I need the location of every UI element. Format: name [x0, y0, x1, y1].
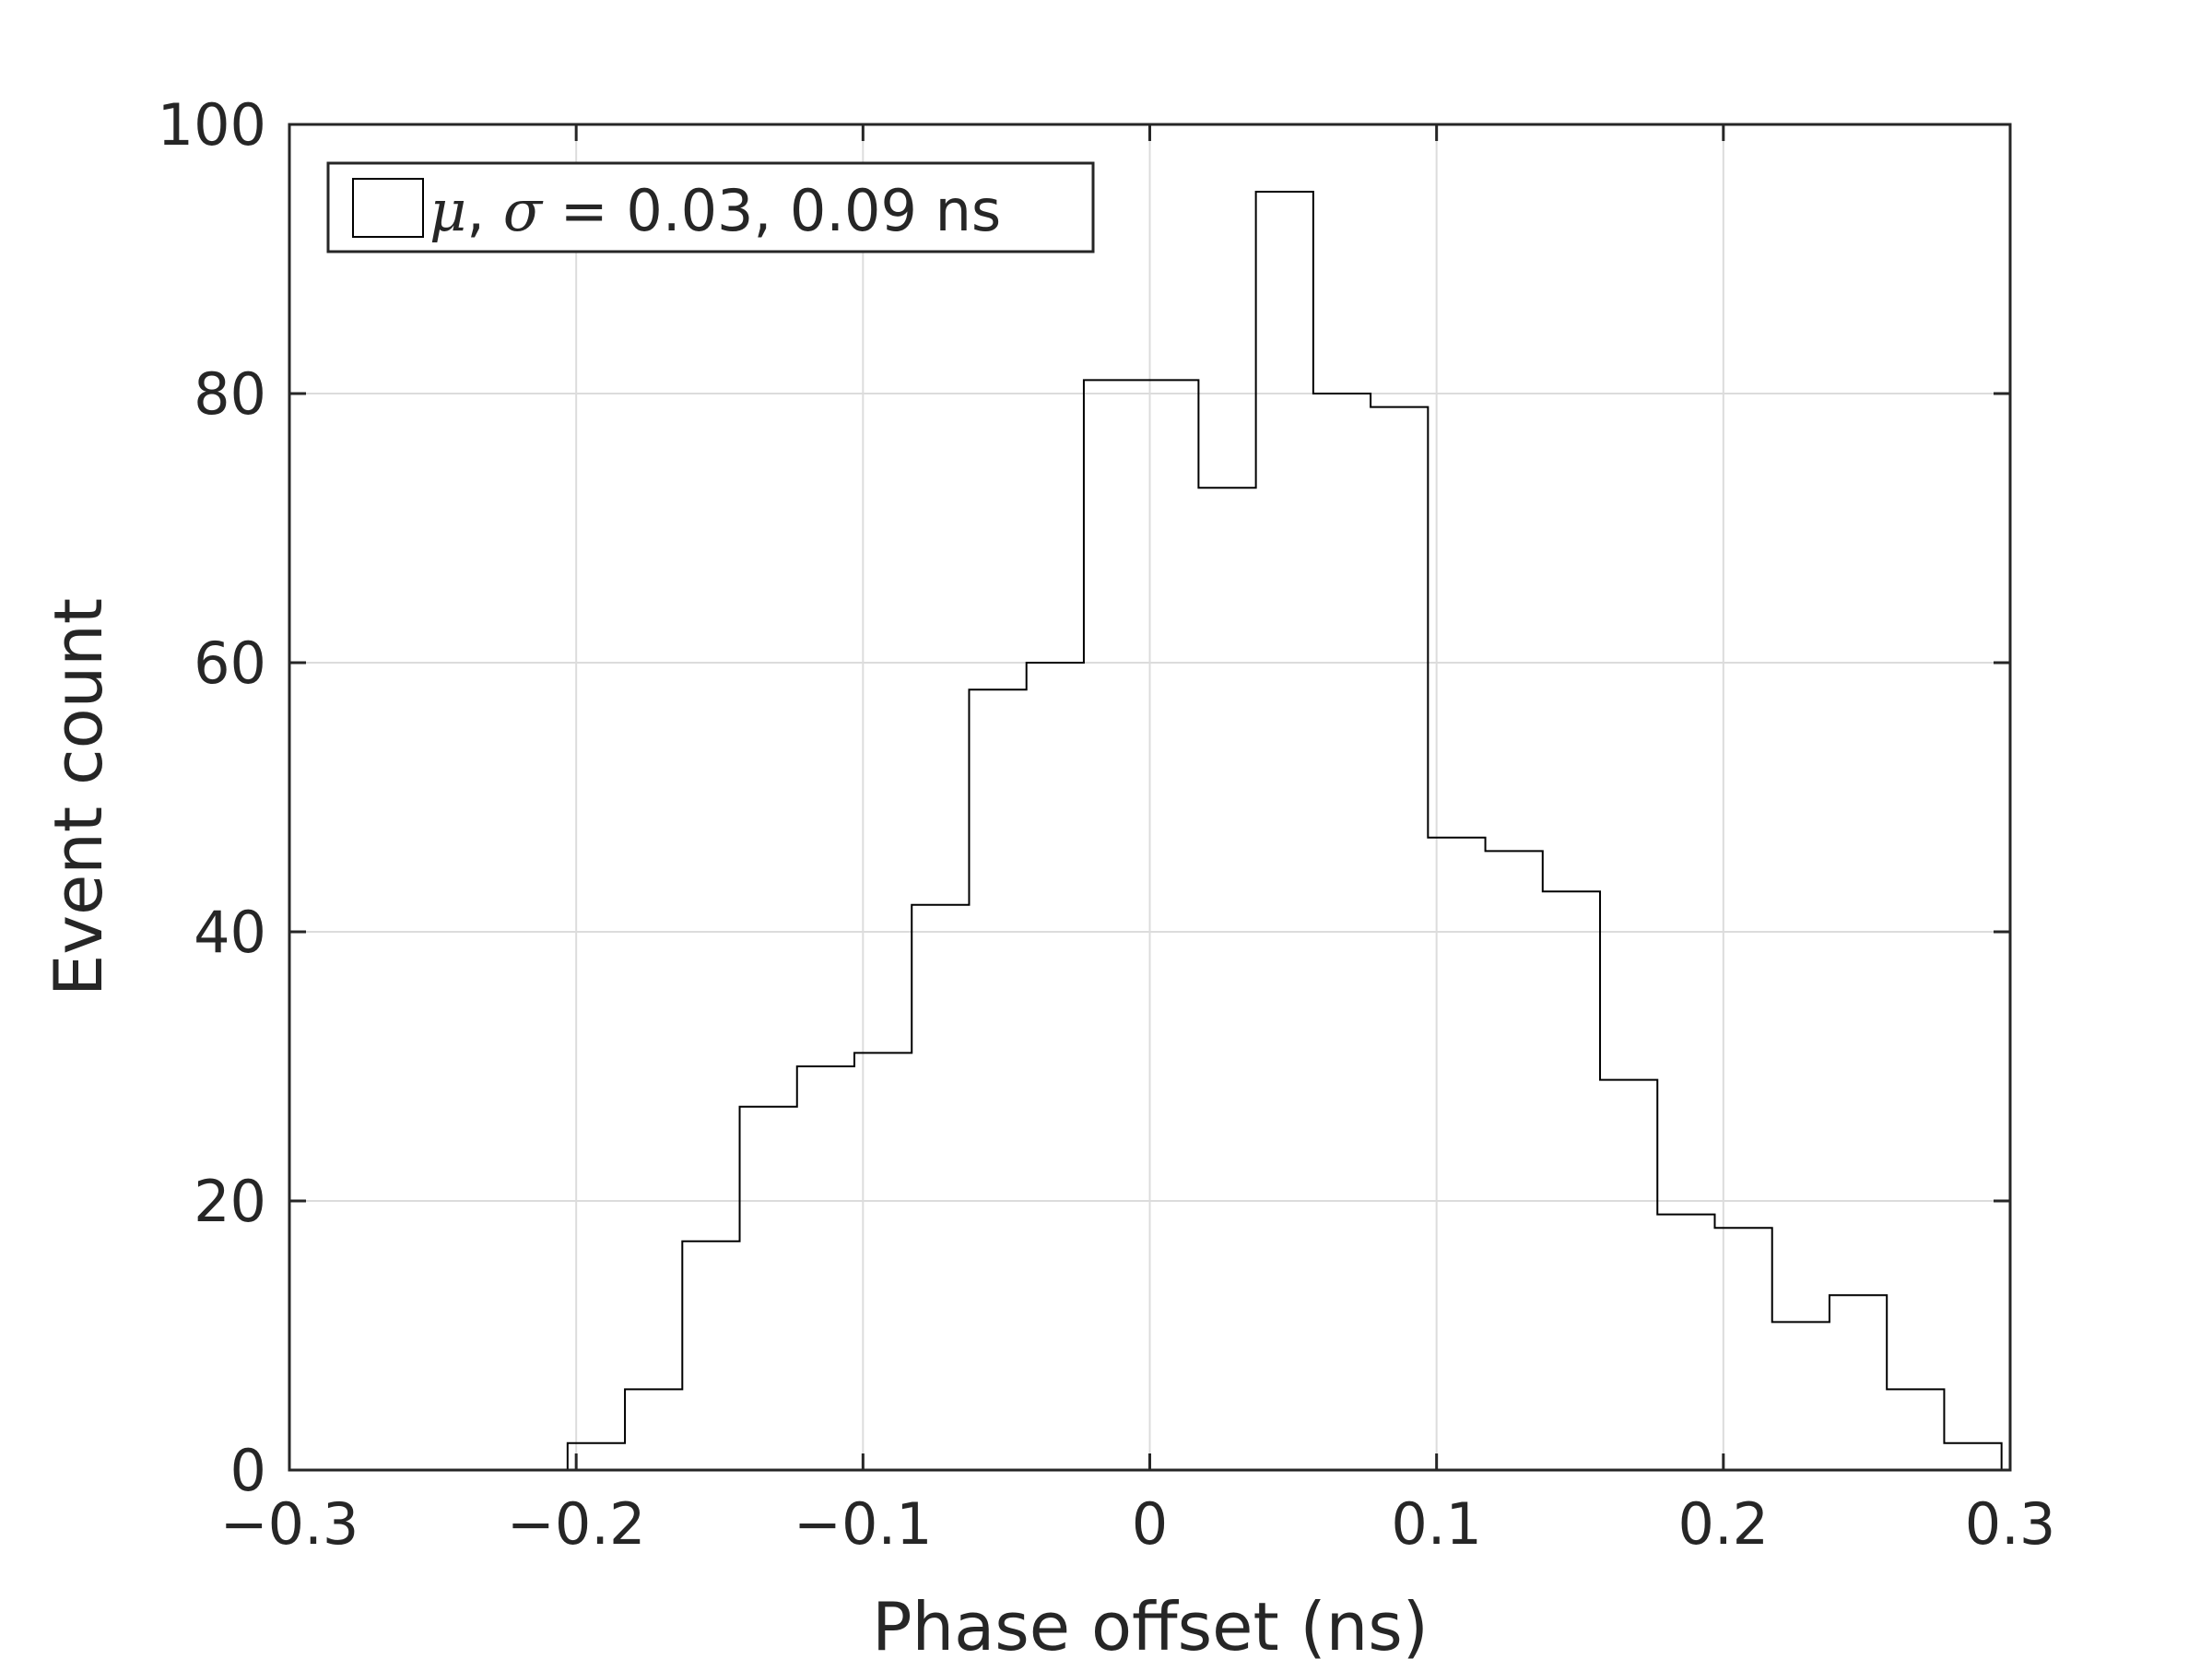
x-tick-label: 0.3: [1965, 1490, 2056, 1558]
legend-label: μ, σ = 0.03, 0.09 ns: [429, 177, 1001, 244]
y-tick-label: 0: [230, 1437, 266, 1504]
histogram-bin: [1313, 394, 1371, 1470]
legend-text: = 0.03, 0.09 ns: [542, 177, 1001, 244]
legend-swatch: [352, 178, 424, 238]
y-axis-label: Event count: [40, 598, 117, 996]
y-tick-label: 100: [158, 91, 266, 159]
legend-box: [326, 161, 1095, 253]
histogram-bin: [1887, 1389, 1944, 1470]
histogram-bin: [1600, 1080, 1657, 1470]
x-axis-label: Phase offset (ns): [872, 1588, 1429, 1659]
y-tick-label: 20: [194, 1168, 266, 1235]
histogram-bin: [1543, 891, 1600, 1470]
legend-sigma: σ: [503, 177, 544, 244]
histogram-bin: [912, 905, 969, 1470]
histogram-bin: [1428, 838, 1485, 1470]
histogram-bin: [1198, 488, 1255, 1470]
histogram-bin: [1084, 380, 1141, 1470]
legend-mu: μ: [429, 177, 466, 244]
histogram-bin: [1830, 1295, 1887, 1470]
x-tick-label: 0.1: [1391, 1490, 1482, 1558]
histogram-bin: [854, 1053, 912, 1470]
histogram-bin: [1772, 1322, 1830, 1470]
histogram-bin: [740, 1107, 797, 1470]
histogram-bin: [1141, 380, 1198, 1470]
histogram-outline: [566, 191, 2003, 1470]
histogram-bin: [1714, 1228, 1771, 1470]
histogram-bin: [1944, 1443, 2001, 1470]
x-tick-label: 0.2: [1678, 1490, 1770, 1558]
legend: μ, σ = 0.03, 0.09 ns: [326, 161, 1095, 253]
legend-comma: ,: [466, 177, 502, 244]
y-tick-label: 80: [194, 360, 266, 428]
histogram-bin: [625, 1389, 682, 1470]
x-tick-label: −0.2: [507, 1490, 646, 1558]
histogram-bin: [1027, 663, 1084, 1470]
histogram-bin: [969, 689, 1026, 1470]
x-tick-label: −0.3: [220, 1490, 359, 1558]
histogram-bin: [1486, 851, 1543, 1470]
histogram-bin: [682, 1241, 739, 1470]
x-tick-label: 0: [1132, 1490, 1168, 1558]
x-tick-label: −0.1: [794, 1490, 933, 1558]
histogram-bin: [1371, 407, 1428, 1470]
y-tick-label: 40: [194, 899, 266, 966]
histogram-bin: [797, 1066, 854, 1470]
histogram-bin: [1657, 1215, 1714, 1470]
histogram-bin: [1256, 192, 1313, 1470]
y-tick-label: 60: [194, 629, 266, 697]
